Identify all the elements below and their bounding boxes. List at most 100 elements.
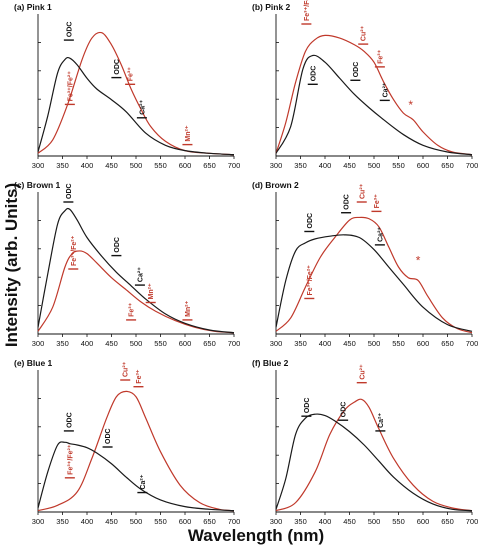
annotation-label: Fe³⁺ [374, 194, 381, 209]
annotation-label: Fe³⁺ [128, 67, 135, 82]
x-tick-label: 650 [203, 339, 216, 348]
x-tick-label: 400 [319, 339, 332, 348]
annotation-label: ODC [344, 194, 351, 210]
annotation-label: Fe³⁺/Fe²⁺ [307, 265, 314, 296]
x-tick-label: 350 [56, 517, 69, 526]
annotation-label: Fe³⁺/Fe²⁺ [304, 0, 311, 21]
series-line-red [275, 216, 473, 334]
annotation-label: ODC [304, 398, 311, 414]
x-tick-label: 400 [81, 517, 94, 526]
annotation-label: ODC [105, 428, 112, 444]
x-tick-label: 700 [228, 517, 241, 526]
x-tick-label: 550 [154, 161, 167, 170]
x-tick-label: 350 [294, 339, 307, 348]
x-tick-label: 300 [270, 339, 283, 348]
x-axis-label: Wavelength (nm) [188, 526, 324, 545]
annotation-label: ODC [66, 183, 73, 199]
annotation-label: ODC [114, 237, 121, 253]
x-tick-label: 550 [154, 339, 167, 348]
x-tick-label: 400 [319, 161, 332, 170]
annotation-label: Ca²⁺ [378, 413, 385, 428]
x-tick-label: 650 [203, 161, 216, 170]
panel-title: (e) Blue 1 [14, 358, 53, 368]
x-tick-label: 700 [466, 517, 479, 526]
panel-a: (a) Pink 1 300 350 400 450 500 550 600 650 700 ODC… [14, 2, 240, 170]
x-tick-label: 550 [392, 517, 405, 526]
x-tick-label: 300 [32, 517, 45, 526]
annotation-label: ODC [341, 402, 348, 418]
series-line-black [37, 207, 235, 334]
x-tick-label: 600 [179, 161, 192, 170]
x-tick-label: 600 [417, 517, 430, 526]
x-tick-label: 350 [294, 161, 307, 170]
annotation-label: ODC [310, 66, 317, 82]
x-tick-label: 600 [417, 161, 430, 170]
x-tick-label: 600 [179, 339, 192, 348]
annotation-label: ODC [353, 62, 360, 78]
annotation-label: Mn²⁺ [185, 125, 192, 141]
x-tick-label: 650 [203, 517, 216, 526]
x-tick-label: 500 [368, 161, 381, 170]
x-tick-label: 600 [179, 517, 192, 526]
x-tick-label: 650 [441, 517, 454, 526]
x-tick-label: 300 [270, 517, 283, 526]
annotation-label: Cu²⁺ [359, 183, 366, 199]
x-tick-label: 700 [466, 339, 479, 348]
annotation-asterisk: * [408, 98, 413, 112]
panel-title: (d) Brown 2 [252, 180, 299, 190]
panel-title: (b) Pink 2 [252, 2, 291, 12]
annotation-label: Mn²⁺ [185, 300, 192, 316]
panel-d: (d) Brown 2 300 350 400 450 500 550 600 650 700 OD… [252, 180, 478, 348]
x-tick-label: 500 [130, 339, 143, 348]
panels-group: (a) Pink 1 300 350 400 450 500 550 600 650 700 ODC… [14, 0, 478, 526]
x-tick-label: 500 [130, 517, 143, 526]
annotation-label: Ca²⁺ [377, 227, 384, 242]
x-tick-label: 650 [441, 339, 454, 348]
x-tick-label: 700 [228, 161, 241, 170]
x-tick-label: 450 [105, 161, 118, 170]
series-line-red [37, 31, 235, 156]
x-tick-label: 350 [294, 517, 307, 526]
x-tick-label: 600 [417, 339, 430, 348]
annotation-asterisk: * [416, 253, 421, 267]
annotation-label: Ca²⁺ [140, 474, 147, 489]
annotation-label: Fe³⁺/Fe²⁺ [67, 444, 74, 475]
annotation-label: Cu²⁺ [361, 25, 368, 41]
annotation-label: ODC [307, 213, 314, 229]
annotation-label: Cu²⁺ [359, 364, 366, 380]
x-tick-label: 550 [154, 517, 167, 526]
panel-c: (c) Brown 1 300 350 400 450 500 550 600 650 700 OD… [14, 180, 240, 348]
x-tick-label: 350 [56, 161, 69, 170]
annotation-label: Ca²⁺ [382, 82, 389, 97]
panel-title: (f) Blue 2 [252, 358, 289, 368]
x-tick-label: 450 [343, 517, 356, 526]
x-tick-label: 550 [392, 339, 405, 348]
series-line-black [275, 54, 473, 156]
x-tick-label: 450 [105, 517, 118, 526]
annotation-label: Mn²⁺ [148, 283, 155, 299]
x-tick-label: 450 [105, 339, 118, 348]
series-line-black [275, 413, 473, 512]
annotation-label: Fe³⁺/Fe²⁺ [71, 235, 78, 266]
series-line-black [37, 441, 235, 512]
x-tick-label: 500 [368, 339, 381, 348]
x-tick-label: 350 [56, 339, 69, 348]
x-tick-label: 300 [32, 339, 45, 348]
x-tick-label: 500 [130, 161, 143, 170]
series-line-red [275, 398, 473, 512]
x-tick-label: 650 [441, 161, 454, 170]
annotation-label: Ca²⁺ [137, 267, 144, 282]
x-tick-label: 500 [368, 517, 381, 526]
panel-title: (c) Brown 1 [14, 180, 61, 190]
annotation-label: Ca²⁺ [139, 100, 146, 115]
y-axis-label: Intensity (arb. Units) [2, 183, 21, 347]
x-tick-label: 400 [81, 161, 94, 170]
annotation-label: Fe³⁺/Fe²⁺ [67, 71, 74, 102]
series-line-red [37, 250, 235, 334]
x-tick-label: 400 [81, 339, 94, 348]
panel-title: (a) Pink 1 [14, 2, 52, 12]
annotation-label: Cu²⁺ [123, 361, 130, 377]
annotation-label: Fe³⁺ [136, 369, 143, 384]
panel-f: (f) Blue 2 300 350 400 450 500 550 600 650 700 ODC… [252, 358, 478, 526]
